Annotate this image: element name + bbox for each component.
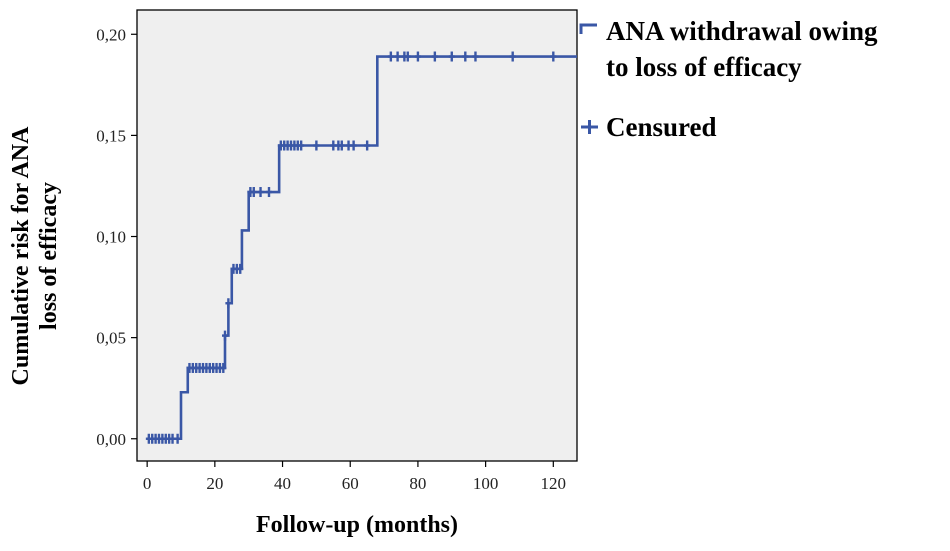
censor-mark — [472, 51, 479, 62]
series-group — [147, 55, 577, 441]
x-tick-label: 80 — [409, 474, 426, 493]
censor-mark — [350, 140, 357, 151]
censor-mark — [222, 330, 228, 341]
y-tick-label: 0,10 — [96, 228, 126, 247]
censor-mark — [330, 140, 337, 151]
legend: ANA withdrawal owing to loss of efficacy… — [579, 16, 878, 142]
x-tick-label: 0 — [143, 474, 152, 493]
censor-mark — [174, 433, 181, 444]
plot-area — [136, 9, 578, 462]
x-tick-label: 60 — [342, 474, 359, 493]
censor-mark — [345, 140, 352, 151]
x-tick-label: 100 — [473, 474, 499, 493]
x-tick-label: 40 — [274, 474, 291, 493]
y-tick-label: 0,20 — [96, 25, 126, 44]
censor-mark — [414, 51, 421, 62]
censor-mark — [338, 140, 345, 151]
censor-mark — [394, 51, 401, 62]
censor-marks-group — [145, 51, 557, 444]
censor-mark — [313, 140, 320, 151]
censor-mark — [387, 51, 394, 62]
y-tick-label: 0,00 — [96, 430, 126, 449]
y-axis-title-line-1: Cumulative risk for ANA — [8, 126, 34, 386]
censor-mark — [550, 51, 557, 62]
censor-mark — [266, 187, 272, 198]
censor-mark — [220, 362, 227, 373]
censor-mark — [509, 51, 516, 62]
censor-mark — [169, 433, 176, 444]
x-tick-label: 20 — [206, 474, 223, 493]
legend-entry-line-1: ANA withdrawal owing — [606, 16, 878, 46]
censor-mark — [298, 140, 305, 151]
legend-entry-line-2: to loss of efficacy — [606, 52, 802, 82]
y-tick-label: 0,05 — [96, 329, 126, 348]
series-line-ana-withdrawal — [147, 55, 577, 441]
censor-mark — [404, 51, 411, 62]
legend-line-marker — [579, 23, 597, 34]
legend-censor-marker — [581, 120, 598, 134]
censor-mark — [257, 187, 264, 198]
x-tick-label: 120 — [541, 474, 567, 493]
censor-mark — [250, 187, 257, 198]
censor-mark — [431, 51, 438, 62]
x-axis: 0 20 40 60 80 100 120 — [143, 461, 566, 493]
censor-mark — [462, 51, 469, 62]
censor-mark — [225, 298, 232, 309]
legend-censored-label: Censured — [606, 112, 717, 142]
censor-mark — [364, 140, 371, 151]
y-tick-label: 0,15 — [96, 126, 126, 145]
censor-mark — [237, 263, 244, 274]
y-axis-title-line-2: loss of efficacy — [36, 182, 62, 330]
censor-mark — [448, 51, 455, 62]
x-axis-title: Follow-up (months) — [256, 512, 458, 538]
y-axis: 0,00 0,05 0,10 0,15 0,20 — [96, 25, 137, 449]
